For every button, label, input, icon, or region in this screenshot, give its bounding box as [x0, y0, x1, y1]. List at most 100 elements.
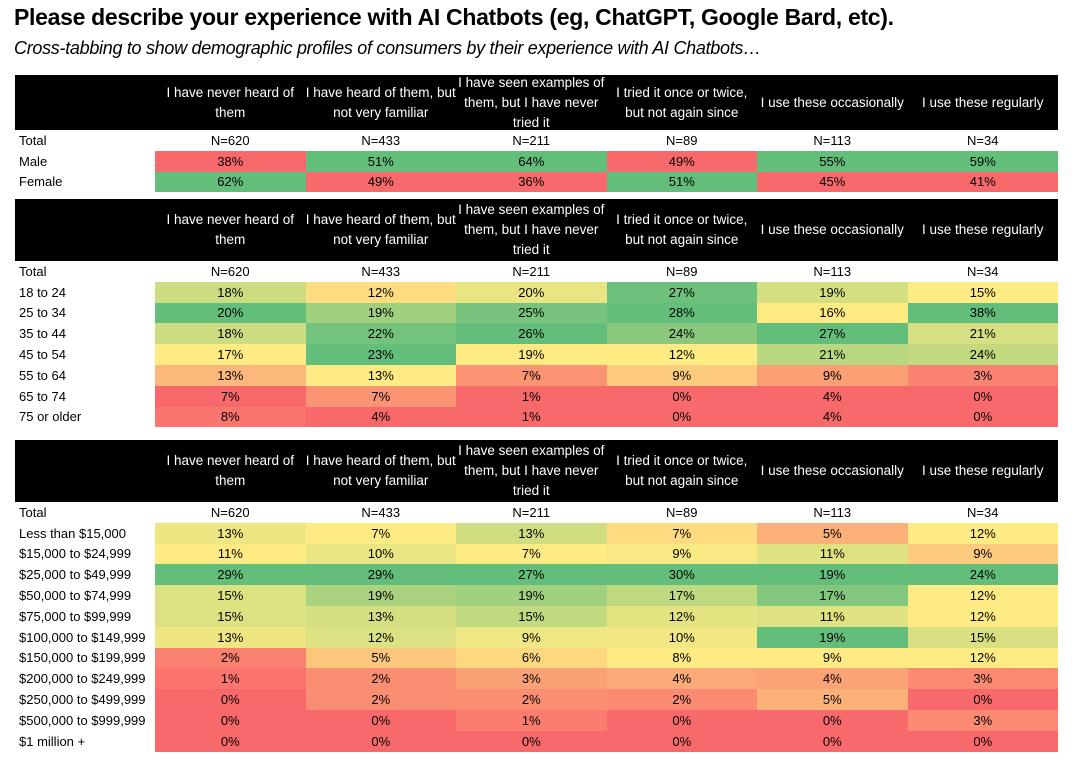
row-label: Total [19, 504, 47, 520]
row-label: 35 to 44 [19, 326, 66, 342]
row-label: $25,000 to $49,999 [19, 567, 132, 583]
header-spacer [15, 199, 155, 261]
heatmap-cell: 29% [305, 564, 456, 586]
heatmap-cell: 36% [456, 171, 607, 193]
total-row: Total N=620 N=433 N=211 N=89 N=113 N=34 [15, 130, 1058, 151]
column-header: I use these regularly [921, 222, 1044, 237]
heatmap-cell: 22% [305, 323, 456, 345]
heatmap-cell: 27% [456, 564, 607, 586]
heatmap-cell: 21% [757, 344, 908, 365]
heatmap-cell: 15% [907, 281, 1058, 303]
heatmap-cell: 55% [757, 150, 908, 172]
heatmap-cell: 11% [757, 605, 908, 627]
heatmap-cell: 9% [757, 647, 908, 669]
table-row: $200,000 to $249,999 1% 2% 3% 4% 4% 3% [15, 668, 1058, 690]
total-cell: N=433 [361, 263, 401, 279]
total-cell: N=34 [967, 132, 999, 148]
heatmap-cell: 49% [606, 150, 757, 172]
heatmap-cell: 24% [606, 323, 757, 345]
row-label: Total [19, 263, 47, 279]
total-cell: N=433 [361, 504, 401, 520]
row-label: Male [19, 153, 48, 169]
heatmap-cell: 2% [155, 647, 306, 669]
heatmap-cell: 38% [155, 150, 306, 172]
table-row: $25,000 to $49,999 29% 29% 27% 30% 19% 24% [15, 564, 1058, 586]
total-cell: N=433 [361, 132, 401, 148]
heatmap-cell: 17% [757, 585, 908, 606]
heatmap-cell: 7% [456, 364, 607, 386]
column-header: I have never heard of them [166, 212, 295, 247]
table-row: 18 to 24 18% 12% 20% 27% 19% 15% [15, 281, 1058, 303]
heatmap-cell: 7% [305, 385, 456, 407]
heatmap-cell: 18% [155, 323, 306, 345]
heatmap-cell: 45% [757, 171, 908, 193]
row-label: 55 to 64 [19, 367, 66, 383]
heatmap-cell: 12% [907, 647, 1058, 669]
heatmap-cell: 13% [155, 522, 306, 544]
row-label: $75,000 to $99,999 [19, 608, 132, 624]
heatmap-cell: 4% [757, 668, 908, 690]
heatmap-cell: 0% [907, 689, 1058, 710]
heatmap-cell: 10% [606, 626, 757, 648]
heatmap-cell: 9% [456, 626, 607, 648]
heatmap-cell: 3% [907, 668, 1058, 690]
total-cell: N=211 [512, 504, 551, 520]
heatmap-cell: 15% [907, 626, 1058, 648]
total-cell: N=34 [967, 504, 999, 520]
column-header: I use these regularly [921, 94, 1044, 110]
table-header: I have never heard of them I have heard o… [15, 440, 1058, 502]
table-header: I have never heard of them I have heard o… [15, 199, 1058, 261]
heatmap-cell: 0% [606, 730, 757, 752]
column-header: I have heard of them, but not very famil… [305, 84, 456, 120]
heatmap-cell: 0% [305, 709, 456, 731]
heatmap-cell: 41% [907, 171, 1058, 193]
header-spacer [15, 75, 155, 130]
heatmap-cell: 38% [907, 302, 1058, 324]
heatmap-cell: 4% [305, 406, 456, 428]
heatmap-cell: 6% [456, 647, 607, 669]
column-header: I use these regularly [921, 463, 1044, 478]
heatmap-cell: 17% [155, 344, 306, 365]
heatmap-cell: 3% [907, 364, 1058, 386]
heatmap-cell: 1% [456, 709, 607, 731]
column-header: I have seen examples of them, but I have… [458, 202, 605, 257]
heatmap-cell: 19% [305, 302, 456, 324]
heatmap-cell: 13% [155, 364, 306, 386]
heatmap-cell: 23% [305, 344, 456, 365]
page-title: Please describe your experience with AI … [14, 4, 894, 30]
heatmap-cell: 0% [155, 709, 306, 731]
total-row: Total N=620 N=433 N=211 N=89 N=113 N=34 [15, 502, 1058, 523]
row-label: Total [19, 132, 47, 148]
row-label: $50,000 to $74,999 [19, 588, 132, 604]
total-cell: N=89 [666, 263, 698, 279]
heatmap-cell: 17% [606, 585, 757, 606]
heatmap-cell: 15% [155, 605, 306, 627]
table-row: Male 38% 51% 64% 49% 55% 59% [15, 150, 1058, 172]
row-label: 25 to 34 [19, 305, 66, 321]
total-cell: N=113 [813, 504, 852, 520]
heatmap-cell: 9% [606, 543, 757, 565]
heatmap-cell: 13% [305, 605, 456, 627]
total-cell: N=620 [210, 504, 250, 520]
heatmap-cell: 24% [907, 344, 1058, 365]
heatmap-cell: 15% [456, 605, 607, 627]
heatmap-cell: 19% [757, 626, 908, 648]
heatmap-cell: 0% [155, 730, 306, 752]
table-row: 65 to 74 7% 7% 1% 0% 4% 0% [15, 385, 1058, 407]
table-row: $150,000 to $199,999 2% 5% 6% 8% 9% 12% [15, 647, 1058, 669]
table-row: $15,000 to $24,999 11% 10% 7% 9% 11% 9% [15, 543, 1058, 565]
row-label: Female [19, 174, 63, 190]
heatmap-cell: 12% [606, 605, 757, 627]
row-label: $500,000 to $999,999 [19, 712, 146, 728]
heatmap-cell: 1% [456, 385, 607, 407]
heatmap-cell: 19% [757, 564, 908, 586]
table-row: 25 to 34 20% 19% 25% 28% 16% 38% [15, 302, 1058, 324]
heatmap-cell: 15% [155, 585, 306, 606]
heatmap-cell: 4% [757, 406, 908, 428]
heatmap-cell: 28% [606, 302, 757, 324]
heatmap-cell: 0% [907, 406, 1058, 428]
table-header: I have never heard of them I have heard o… [15, 75, 1058, 130]
total-cell: N=113 [813, 132, 852, 148]
heatmap-cell: 29% [155, 564, 306, 586]
heatmap-cell: 24% [907, 564, 1058, 586]
